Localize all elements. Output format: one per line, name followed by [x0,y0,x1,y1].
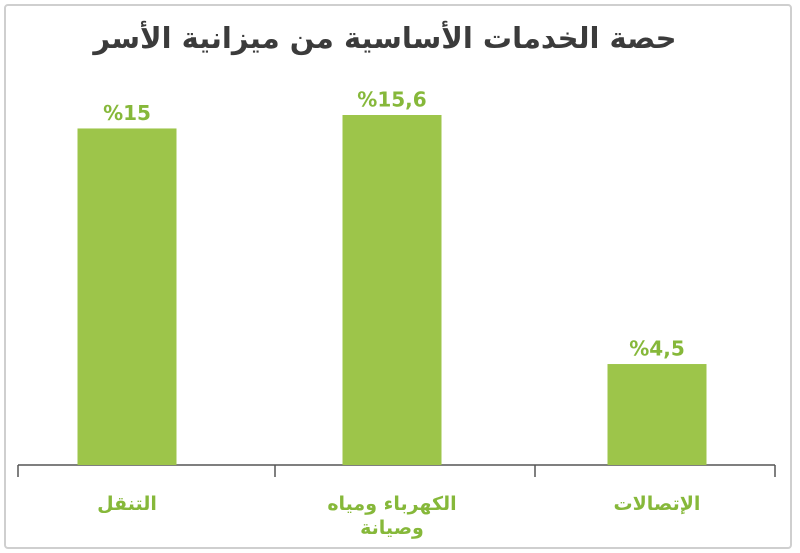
x-tick-label: الكهرباء ومياه وصيانة [327,493,457,539]
bar [342,115,442,465]
value-label: %4,5 [629,337,684,361]
bar [77,128,177,465]
chart-title: حصة الخدمات الأساسية من ميزانية الأسر [91,20,676,55]
value-label: %15,6 [357,88,426,112]
value-label: %15 [103,101,151,125]
bar [607,364,707,465]
frame [4,4,792,549]
x-tick-label: الإتصالات [613,493,701,515]
x-tick-label: التنقل [97,493,157,515]
